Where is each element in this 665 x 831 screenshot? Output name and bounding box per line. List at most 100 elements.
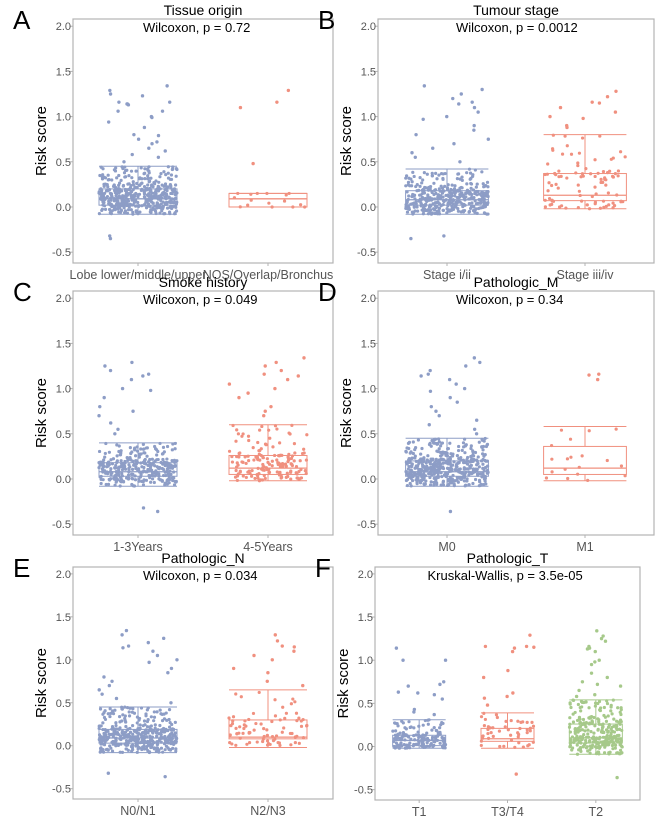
data-point-outlier [237, 395, 241, 400]
y-tick-label: -0.5 [357, 247, 376, 259]
data-point [620, 751, 624, 755]
data-point [161, 457, 165, 462]
data-point [615, 751, 619, 755]
data-point [126, 197, 130, 201]
data-point [125, 211, 130, 215]
data-point [238, 725, 242, 729]
data-point [273, 714, 278, 718]
data-point [409, 725, 413, 729]
y-tick-label: -0.5 [52, 784, 71, 796]
data-point [106, 173, 110, 177]
data-point [117, 181, 122, 185]
data-point [294, 465, 299, 469]
data-point [280, 730, 284, 734]
data-point [420, 475, 424, 479]
data-point [120, 707, 124, 711]
data-point [113, 741, 117, 745]
data-point-outlier [141, 506, 146, 510]
data-point [406, 197, 410, 202]
data-point [127, 205, 131, 209]
y-axis-label: Risk score [338, 106, 355, 176]
data-point [433, 197, 437, 201]
data-point [174, 209, 179, 213]
data-point [156, 203, 160, 207]
data-point [153, 464, 157, 468]
data-point [619, 708, 623, 712]
data-point [139, 461, 143, 465]
data-point [429, 208, 433, 212]
data-point [481, 457, 485, 462]
data-point [575, 752, 580, 756]
panel-letter: E [13, 553, 30, 583]
data-point [131, 707, 135, 711]
data-point [303, 468, 307, 473]
data-point [170, 476, 174, 480]
data-point-outlier [476, 110, 480, 114]
data-point-outlier [451, 96, 455, 101]
data-point [126, 727, 130, 731]
data-point-outlier [262, 414, 266, 418]
data-point-outlier [169, 666, 174, 671]
data-point [519, 720, 523, 724]
panel-title: Pathologic_T [467, 550, 549, 566]
data-point [404, 206, 408, 211]
y-tick-label: 1.0 [56, 655, 71, 667]
data-point [156, 457, 160, 462]
data-point [474, 207, 478, 211]
data-point-outlier [589, 671, 594, 675]
data-point [155, 746, 159, 750]
data-point [577, 740, 581, 744]
data-point [142, 469, 146, 473]
data-point [450, 183, 454, 187]
panel-letter: F [315, 553, 331, 583]
data-point [238, 736, 242, 740]
data-point [609, 731, 613, 735]
data-point-outlier [142, 125, 147, 130]
data-point [444, 474, 448, 479]
data-point [425, 172, 429, 176]
data-point [614, 739, 618, 743]
data-point [468, 197, 472, 201]
data-point-outlier [483, 644, 488, 649]
data-point-outlier [166, 670, 170, 675]
data-point [452, 190, 456, 194]
data-point [170, 197, 174, 201]
y-tick-label: -0.5 [354, 785, 373, 797]
data-point [568, 730, 573, 734]
data-point [509, 733, 513, 737]
data-point [163, 738, 168, 742]
data-point [412, 726, 416, 730]
data-point [118, 750, 122, 754]
data-point [265, 191, 269, 196]
data-point [161, 473, 166, 478]
data-point [426, 722, 430, 726]
data-point [568, 745, 572, 749]
data-point [141, 483, 146, 487]
data-point [410, 456, 414, 460]
data-point [593, 739, 598, 743]
data-point-outlier [120, 633, 124, 637]
data-point [606, 714, 610, 718]
data-point [108, 732, 112, 737]
data-point [124, 168, 128, 173]
data-point-outlier [558, 105, 563, 110]
data-point-outlier [246, 391, 250, 395]
data-point [410, 474, 414, 478]
data-point [403, 726, 407, 730]
data-point [168, 469, 172, 473]
data-point [471, 459, 475, 463]
data-point [481, 444, 486, 449]
data-point [436, 437, 441, 441]
data-point [125, 735, 129, 739]
data-point [571, 720, 576, 724]
data-point [423, 718, 427, 723]
data-point-outlier [601, 634, 605, 638]
data-point [109, 458, 113, 462]
data-point [438, 463, 442, 467]
data-point [420, 188, 424, 192]
data-point [174, 202, 178, 206]
data-point [465, 171, 469, 175]
box-1 [543, 134, 627, 210]
data-point [145, 744, 149, 749]
data-point [99, 481, 103, 486]
